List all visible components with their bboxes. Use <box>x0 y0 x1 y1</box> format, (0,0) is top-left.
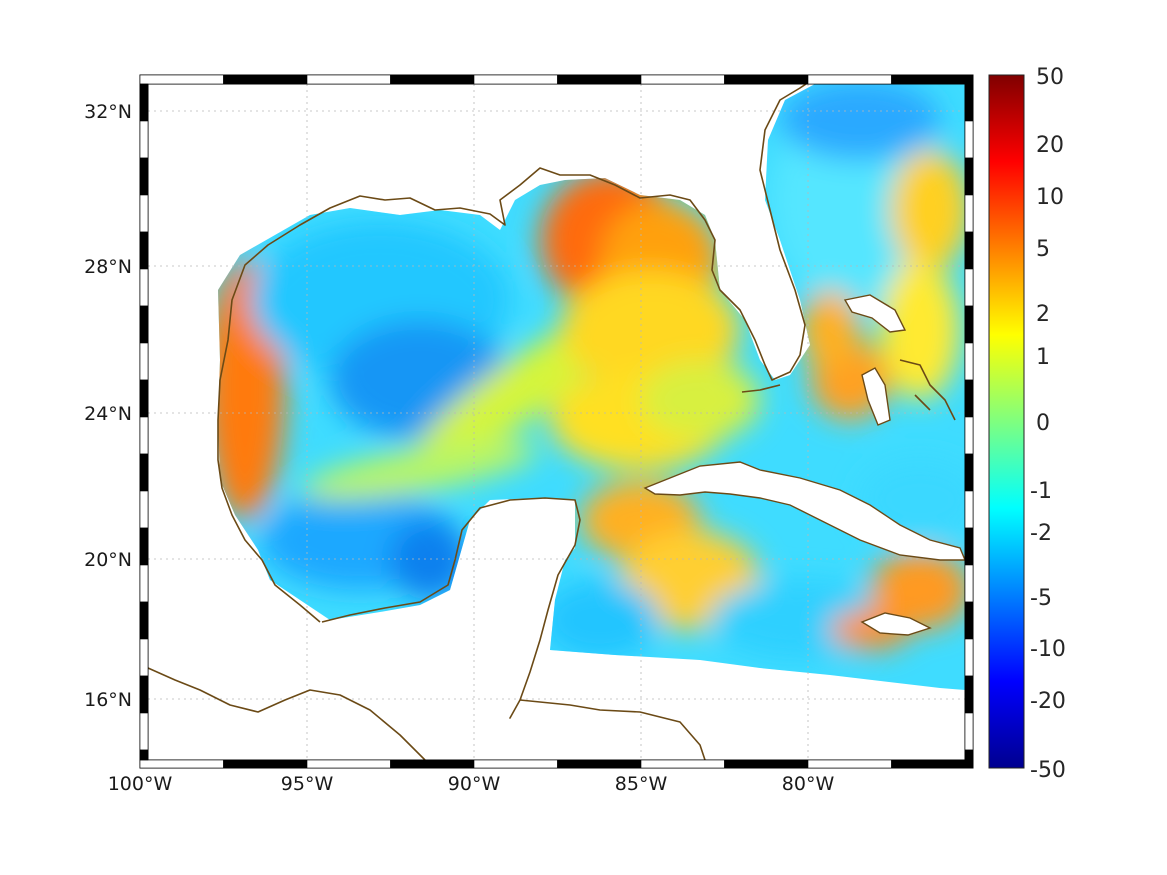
frame-segment <box>139 83 149 122</box>
frame-segment <box>557 74 642 85</box>
frame-segment <box>964 564 974 603</box>
frame-segment <box>724 74 809 85</box>
lon-label-100w: 100°W <box>108 773 173 795</box>
frame-segment <box>964 305 974 344</box>
cbar-label-50: 50 <box>1036 65 1064 90</box>
frame-segment <box>964 490 974 529</box>
anomaly-field <box>218 84 965 690</box>
frame-segment <box>139 379 149 418</box>
lat-label-28n: 28°N <box>84 256 132 278</box>
frame-segment <box>139 342 149 381</box>
cbar-label-neg5: -5 <box>1030 586 1052 611</box>
lon-label-80w: 80°W <box>782 773 835 795</box>
frame-segment <box>964 342 974 381</box>
frame-segment <box>139 527 149 566</box>
lat-label-32n: 32°N <box>84 101 132 123</box>
frame-segment <box>807 759 892 769</box>
frame-segment <box>964 675 974 714</box>
cbar-label-20: 20 <box>1036 133 1064 158</box>
frame-segment <box>964 416 974 455</box>
frame-segment <box>139 601 149 640</box>
frame-segment <box>964 527 974 566</box>
lat-label-20n: 20°N <box>84 549 132 571</box>
jamaica <box>860 612 932 636</box>
cuba <box>643 461 965 561</box>
frame-segment <box>139 305 149 344</box>
frame-segment <box>306 759 391 769</box>
frame-segment <box>964 268 974 307</box>
lon-label-95w: 95°W <box>281 773 334 795</box>
cbar-label-10: 10 <box>1036 185 1064 210</box>
frame-segment <box>964 712 974 751</box>
cbar-label-0: 0 <box>1036 411 1050 436</box>
coastline-yucatan <box>321 497 706 760</box>
frame-segment <box>139 712 149 751</box>
frame-segment <box>139 120 149 159</box>
frame-segment <box>139 564 149 603</box>
florida-keys <box>741 384 781 393</box>
frame-segment <box>306 74 391 85</box>
gridlines <box>148 84 965 760</box>
frame-segment <box>891 759 974 769</box>
frame-segment <box>964 231 974 270</box>
colorbar: 50 20 10 5 2 1 0 -1 -2 -5 -10 -20 -50 <box>988 65 1066 783</box>
bahamas <box>843 294 907 333</box>
coastline-gulf <box>148 84 808 760</box>
frame-segment <box>964 638 974 677</box>
frame-segment <box>964 601 974 640</box>
frame-segment <box>964 453 974 492</box>
latitude-labels: 32°N 28°N 24°N 20°N 16°N <box>84 101 132 711</box>
cbar-label-1: 1 <box>1036 345 1050 370</box>
frame-segment <box>139 157 149 196</box>
frame-segment <box>223 759 308 769</box>
frame-segment <box>139 74 224 85</box>
frame-segment <box>964 379 974 418</box>
cbar-label-neg1: -1 <box>1030 479 1052 504</box>
coastlines <box>148 84 965 760</box>
frame-segment <box>139 416 149 455</box>
cbar-label-neg50: -50 <box>1030 758 1066 783</box>
cbar-label-5: 5 <box>1036 237 1050 262</box>
frame-segment <box>139 453 149 492</box>
frame-segment <box>473 74 558 85</box>
frame-segment <box>964 749 974 761</box>
frame-segment <box>640 759 725 769</box>
colorbar-labels: 50 20 10 5 2 1 0 -1 -2 -5 -10 -20 -50 <box>1030 65 1066 783</box>
frame-segment <box>964 120 974 159</box>
bahamas-2 <box>861 367 891 426</box>
frame-segment <box>640 74 725 85</box>
frame-segment <box>390 74 475 85</box>
lon-label-85w: 85°W <box>615 773 668 795</box>
frame-segment <box>223 74 308 85</box>
frame-segment <box>891 74 974 85</box>
frame-segment <box>139 759 224 769</box>
frame-segment <box>557 759 642 769</box>
frame-segment <box>807 74 892 85</box>
coastline-bahamas <box>899 359 956 421</box>
frame-segment <box>139 749 149 761</box>
frame-segment <box>139 268 149 307</box>
lon-label-90w: 90°W <box>448 773 501 795</box>
lat-label-24n: 24°N <box>84 403 132 425</box>
cbar-label-neg20: -20 <box>1030 689 1066 714</box>
map-frame <box>139 74 974 769</box>
frame-segment <box>139 490 149 529</box>
cbar-label-neg10: -10 <box>1030 637 1066 662</box>
frame-segment <box>139 638 149 677</box>
frame-segment <box>964 194 974 233</box>
lat-label-16n: 16°N <box>84 689 132 711</box>
longitude-labels: 100°W 95°W 90°W 85°W 80°W <box>108 773 835 795</box>
frame-segment <box>964 157 974 196</box>
cbar-label-neg2: -2 <box>1030 521 1052 546</box>
frame-segment <box>139 675 149 714</box>
frame-segment <box>139 194 149 233</box>
frame-segment <box>964 83 974 122</box>
frame-segment <box>390 759 475 769</box>
frame-segment <box>473 759 558 769</box>
frame-segment <box>724 759 809 769</box>
cbar-label-2: 2 <box>1036 302 1050 327</box>
colorbar-gradient <box>988 74 1025 769</box>
frame-segment <box>139 231 149 270</box>
